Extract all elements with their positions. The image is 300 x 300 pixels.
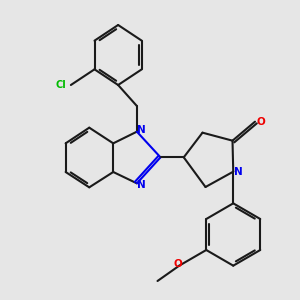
Text: N: N [137, 125, 146, 135]
Text: Cl: Cl [56, 80, 66, 90]
Text: O: O [173, 259, 182, 269]
Text: N: N [137, 180, 146, 190]
Text: O: O [256, 117, 266, 127]
Text: N: N [234, 167, 243, 177]
